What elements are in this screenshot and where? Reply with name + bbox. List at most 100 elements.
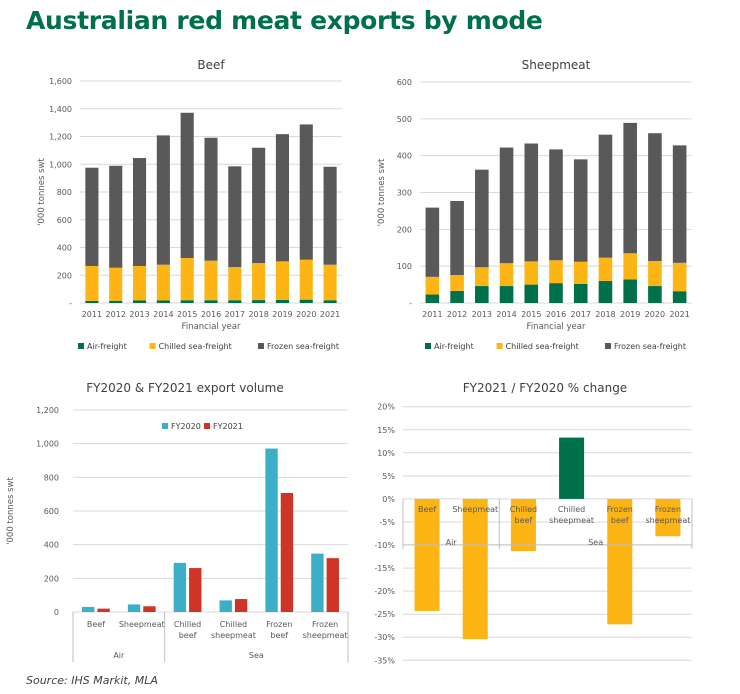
bar-segment bbox=[180, 300, 194, 303]
y-axis-label: '000 tonnes swt bbox=[6, 477, 16, 545]
x-tick-label: 2013 bbox=[472, 310, 492, 319]
bar-segment bbox=[672, 291, 687, 303]
y-tick-label: 100 bbox=[397, 262, 412, 271]
bar-segment bbox=[299, 299, 313, 303]
x-tick-label: Sheepmeat bbox=[119, 620, 165, 629]
bar-segment bbox=[156, 264, 170, 301]
y-tick-label: - bbox=[409, 299, 412, 308]
legend-swatch bbox=[425, 343, 431, 349]
legend-label: FY2020 bbox=[171, 422, 201, 431]
bar-segment bbox=[299, 124, 313, 260]
legend-swatch bbox=[605, 343, 611, 349]
bar-segment bbox=[252, 300, 266, 303]
y-tick-label: 500 bbox=[397, 115, 412, 124]
x-tick-label: sheepmeat bbox=[211, 631, 256, 640]
chart-title: Beef bbox=[197, 58, 225, 72]
x-tick-label: 2019 bbox=[620, 310, 640, 319]
bar-segment bbox=[425, 207, 440, 277]
bar-segment bbox=[323, 264, 337, 301]
x-tick-label: Chilled bbox=[220, 620, 247, 629]
bar-fy2020 bbox=[173, 562, 187, 612]
bar-segment bbox=[180, 258, 194, 301]
bar-segment bbox=[450, 275, 464, 291]
x-tick-label: 2017 bbox=[571, 310, 591, 319]
bar-segment bbox=[156, 135, 170, 265]
y-tick-label: -15% bbox=[374, 564, 395, 573]
x-tick-label: beef bbox=[611, 516, 629, 525]
y-tick-label: 200 bbox=[57, 271, 72, 280]
bar-fy2021 bbox=[234, 599, 248, 612]
x-tick-label: 2012 bbox=[106, 310, 126, 319]
x-tick-label: 2020 bbox=[645, 310, 665, 319]
bar-segment bbox=[549, 283, 563, 303]
x-tick-label: 2018 bbox=[595, 310, 615, 319]
y-tick-label: 600 bbox=[57, 216, 72, 225]
bar-segment bbox=[475, 267, 489, 287]
legend-label: Chilled sea-freight bbox=[506, 342, 579, 351]
bar-segment bbox=[275, 134, 290, 262]
bar-segment bbox=[598, 257, 613, 281]
x-tick-label: beef bbox=[515, 516, 533, 525]
bar-segment bbox=[204, 137, 218, 261]
bar-segment bbox=[204, 260, 218, 301]
bar-segment bbox=[499, 286, 514, 303]
page-title: Australian red meat exports by mode bbox=[26, 6, 543, 35]
y-tick-label: - bbox=[69, 299, 72, 308]
bar-segment bbox=[524, 143, 539, 262]
x-tick-label: sheepmeat bbox=[645, 516, 690, 525]
bar-segment bbox=[573, 261, 588, 284]
bar-pct-change bbox=[414, 498, 440, 611]
sheepmeat-chart: Sheepmeat - 100 200 300 400 500 600 '000 tonnes … bbox=[377, 58, 692, 351]
y-axis-label: '000 tonnes swt bbox=[37, 158, 47, 226]
x-tick-label: 2021 bbox=[669, 310, 689, 319]
y-tick-label: -25% bbox=[374, 610, 395, 619]
bar-segment bbox=[85, 167, 99, 266]
bar-fy2021 bbox=[97, 608, 110, 612]
chart-title: FY2020 & FY2021 export volume bbox=[86, 381, 283, 395]
y-tick-label: 1,600 bbox=[49, 77, 72, 86]
bar-segment bbox=[204, 300, 218, 303]
legend-label: Frozen sea-freight bbox=[614, 342, 686, 351]
group-label: Sea bbox=[588, 538, 603, 547]
legend-swatch bbox=[258, 343, 264, 349]
y-tick-label: 600 bbox=[397, 78, 412, 87]
legend-swatch bbox=[162, 423, 168, 429]
x-tick-label: 2017 bbox=[225, 310, 245, 319]
y-tick-label: 400 bbox=[57, 244, 72, 253]
x-axis-label: Financial year bbox=[527, 322, 586, 332]
y-tick-label: 200 bbox=[44, 574, 59, 583]
bar-segment bbox=[499, 147, 514, 264]
y-tick-label: 600 bbox=[44, 507, 59, 516]
y-tick-label: 1,200 bbox=[49, 133, 72, 142]
bar-segment bbox=[132, 300, 147, 303]
bar-segment bbox=[85, 300, 99, 303]
bar-segment bbox=[425, 276, 440, 295]
x-tick-label: 2016 bbox=[201, 310, 221, 319]
bar-segment bbox=[132, 158, 147, 266]
bar-fy2020 bbox=[311, 553, 324, 612]
bar-segment bbox=[323, 166, 337, 265]
x-tick-label: 2015 bbox=[521, 310, 541, 319]
bar-segment bbox=[180, 112, 194, 259]
x-axis-label: Financial year bbox=[182, 322, 241, 332]
y-tick-label: -10% bbox=[374, 541, 395, 550]
x-tick-label: Beef bbox=[87, 620, 105, 629]
y-tick-label: 1,000 bbox=[36, 440, 59, 449]
legend-label: Frozen sea-freight bbox=[267, 342, 339, 351]
bar-fy2021 bbox=[280, 492, 294, 612]
bar-segment bbox=[524, 284, 539, 303]
legend-swatch bbox=[78, 343, 84, 349]
bar-segment bbox=[648, 261, 662, 287]
y-tick-label: 200 bbox=[397, 225, 412, 234]
pct-change-chart: FY2021 / FY2020 % change -35% -30% -25% -20%… bbox=[374, 381, 693, 665]
x-tick-label: Chilled bbox=[510, 505, 537, 514]
x-tick-label: 2011 bbox=[82, 310, 102, 319]
x-tick-label: 2014 bbox=[153, 310, 173, 319]
bar-segment bbox=[275, 299, 290, 303]
y-tick-label: 800 bbox=[44, 473, 59, 482]
y-tick-label: -35% bbox=[374, 656, 395, 665]
legend-swatch bbox=[149, 343, 156, 349]
bar-segment bbox=[648, 133, 662, 262]
y-tick-label: 0% bbox=[382, 495, 395, 504]
y-tick-label: 400 bbox=[397, 152, 412, 161]
